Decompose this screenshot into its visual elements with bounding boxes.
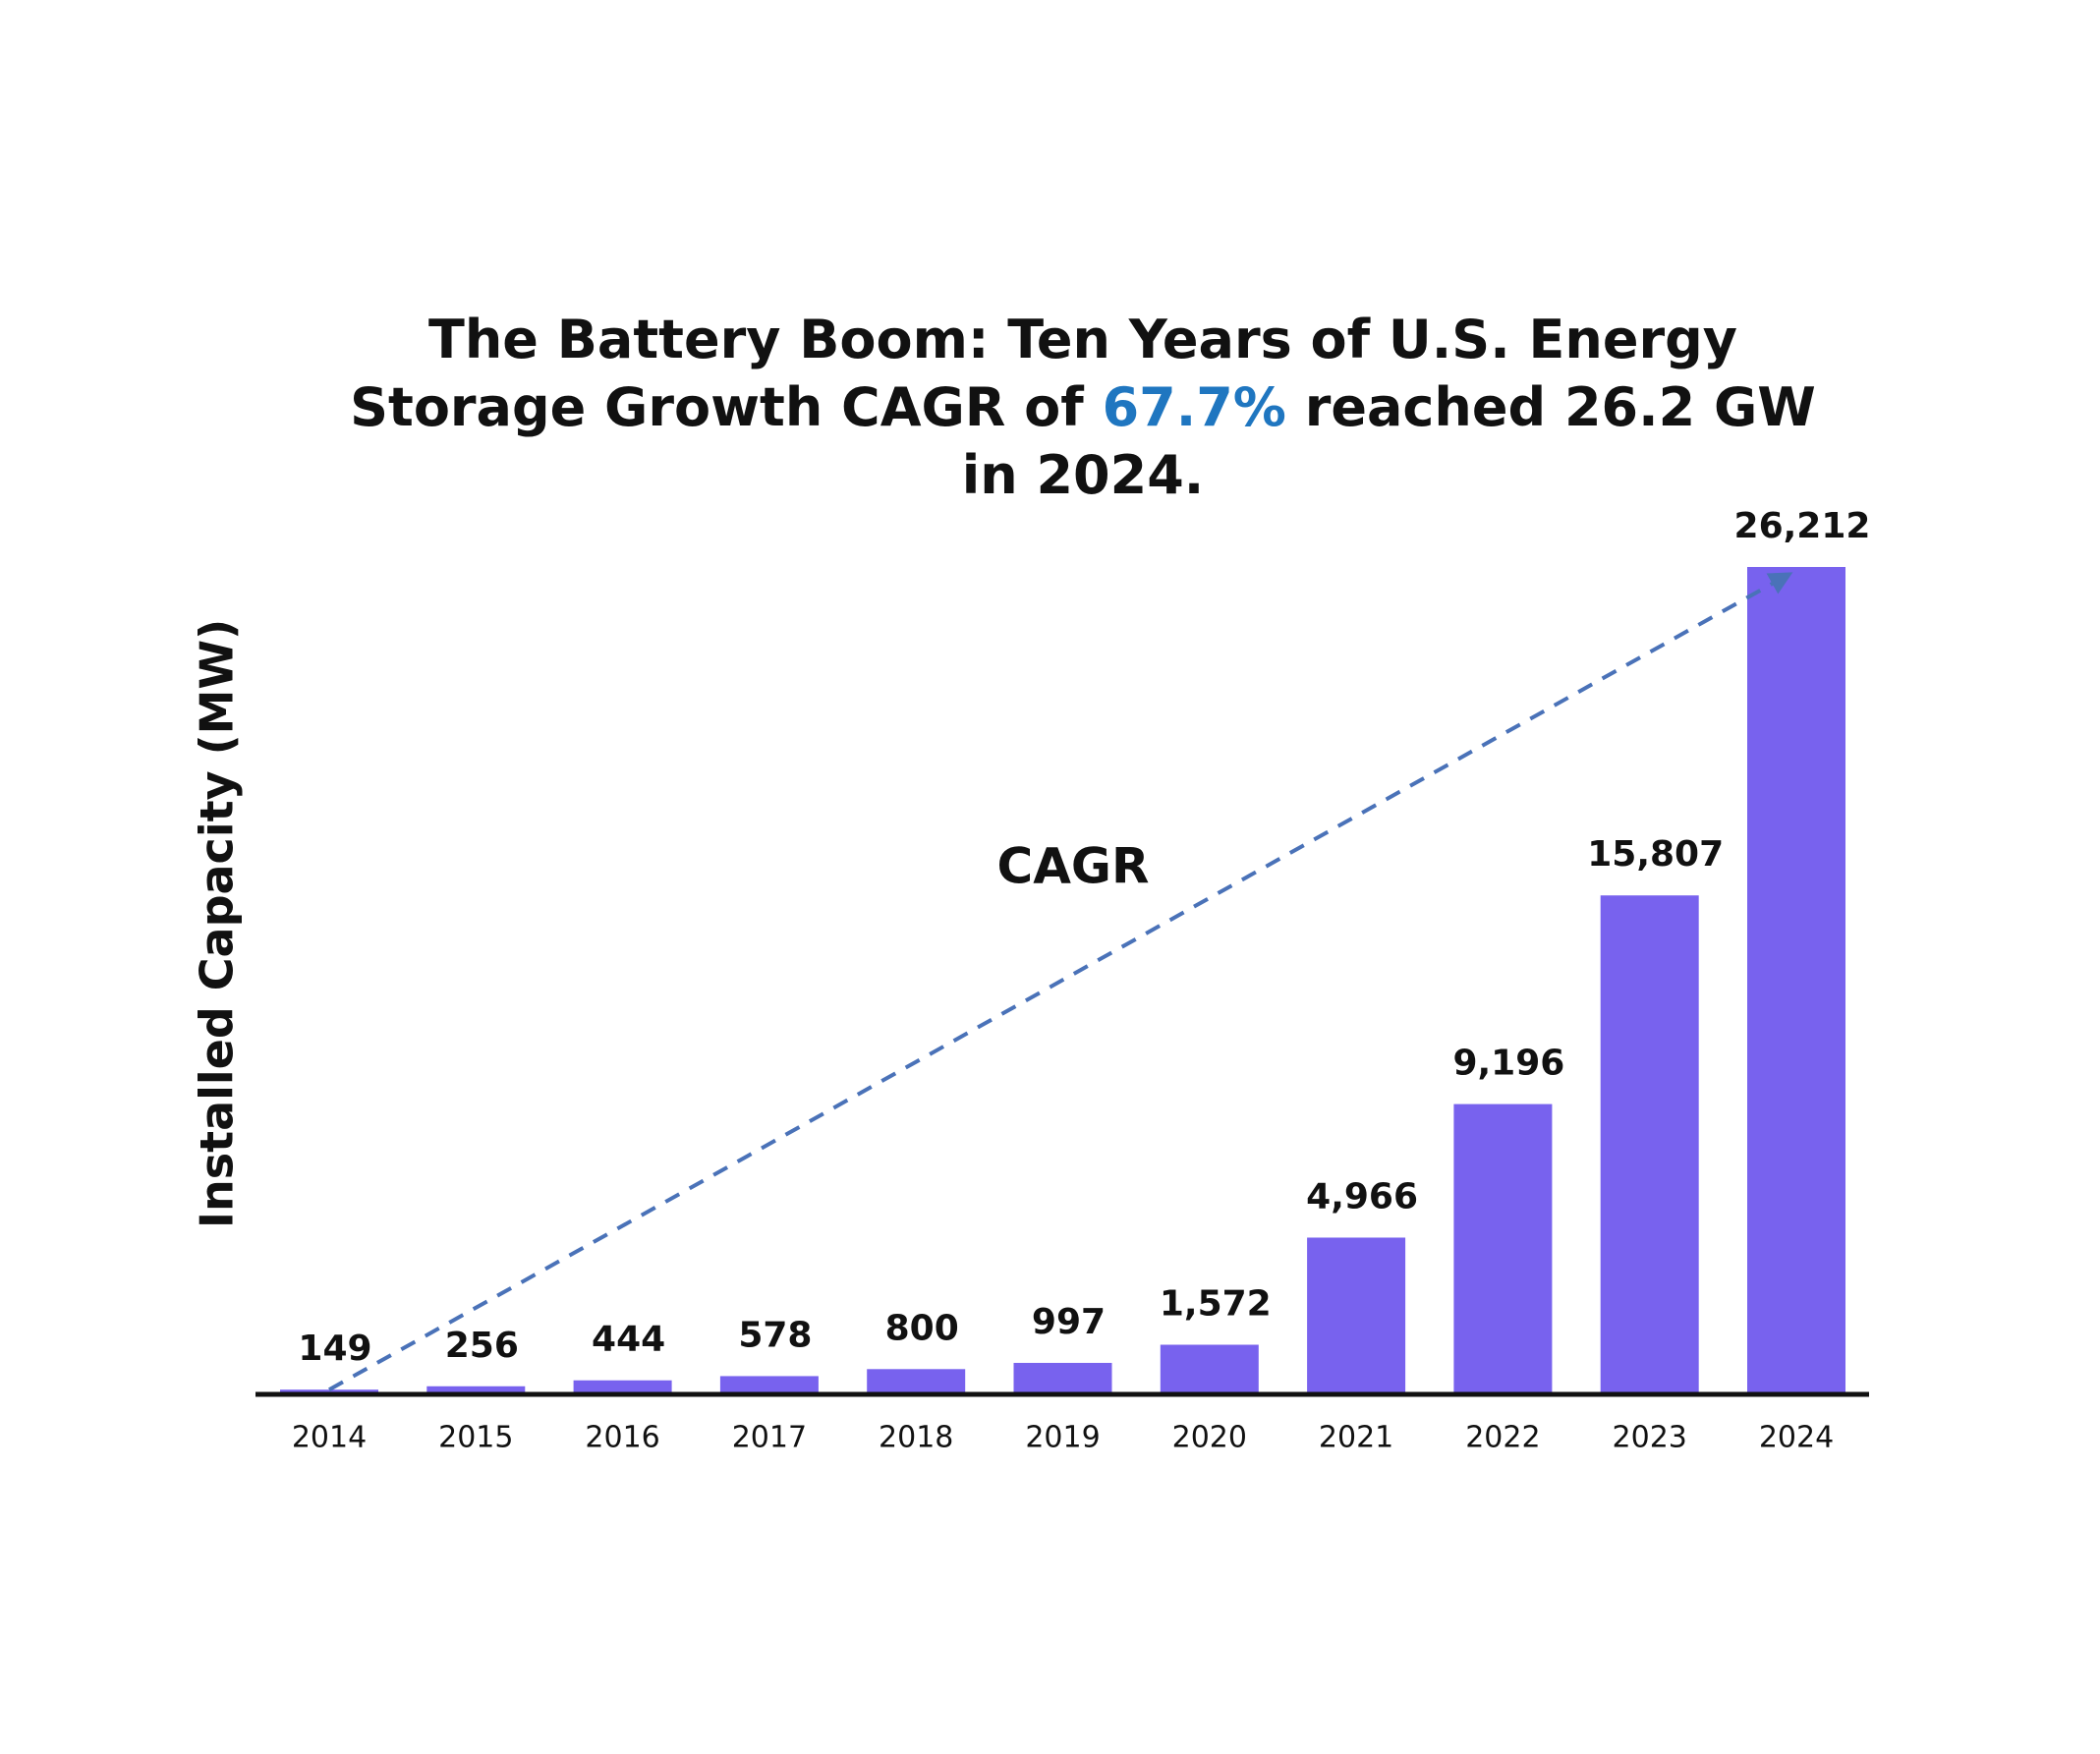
bar [719, 1376, 819, 1394]
cagr-line [328, 572, 1793, 1391]
chart-title-line: in 2024. [962, 444, 1205, 506]
title-highlight: 67.7% [1103, 376, 1286, 438]
x-tick-label: 2021 [1319, 1421, 1393, 1455]
value-label: 997 [1032, 1302, 1106, 1342]
value-label: 444 [592, 1320, 665, 1360]
x-tick-label: 2016 [585, 1421, 659, 1455]
title-text: The Battery Boom: Ten Years of U.S. Ener… [428, 309, 1737, 370]
title-text: Storage Growth CAGR of [350, 376, 1102, 438]
bar [426, 1386, 526, 1394]
x-tick-label: 2017 [732, 1421, 807, 1455]
x-tick-label: 2023 [1613, 1421, 1687, 1455]
bar [1307, 1237, 1406, 1394]
value-label: 800 [885, 1308, 959, 1348]
x-tick-label: 2020 [1172, 1421, 1247, 1455]
value-label: 26,212 [1734, 506, 1871, 546]
bar [1453, 1103, 1553, 1394]
annotation: CAGR [997, 838, 1150, 895]
x-tick-label: 2024 [1759, 1421, 1834, 1455]
title-text: reached 26.2 GW [1286, 376, 1816, 438]
x-tick-label: 2015 [438, 1421, 513, 1455]
x-tick-label: 2018 [879, 1421, 953, 1455]
y-axis-label: Installed Capacity (MW) [191, 619, 244, 1228]
value-label: 9,196 [1452, 1044, 1564, 1084]
chart-title-line: Storage Growth CAGR of 67.7% reached 26.… [350, 376, 1816, 438]
value-label: 578 [738, 1315, 812, 1355]
x-tick-label: 2014 [292, 1421, 367, 1455]
value-label: 256 [445, 1326, 519, 1366]
value-label: 1,572 [1160, 1284, 1272, 1325]
bar [1013, 1362, 1112, 1394]
x-tick-label: 2022 [1465, 1421, 1540, 1455]
value-label: 149 [298, 1329, 371, 1369]
bar [1747, 567, 1845, 1394]
x-tick-label: 2019 [1025, 1421, 1100, 1455]
bar [1160, 1344, 1259, 1394]
value-label: 15,807 [1587, 834, 1724, 875]
bar [867, 1369, 966, 1394]
bar [573, 1380, 672, 1394]
value-label: 4,966 [1306, 1176, 1418, 1216]
chart-title-line: The Battery Boom: Ten Years of U.S. Ener… [428, 309, 1737, 370]
title-text: in 2024. [962, 444, 1205, 506]
bar [1600, 895, 1699, 1394]
